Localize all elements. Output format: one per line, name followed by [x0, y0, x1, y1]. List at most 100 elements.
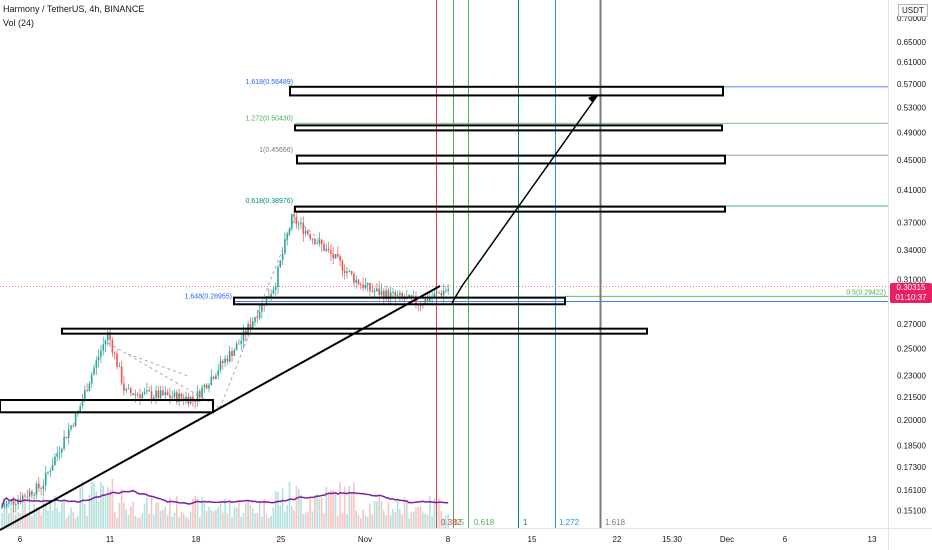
candle-body: [327, 248, 330, 251]
volume-bar: [176, 496, 178, 528]
volume-bar: [380, 501, 383, 528]
candle-body: [433, 293, 436, 298]
volume-bar: [366, 516, 369, 528]
sr-zone-box: [0, 399, 214, 414]
candle-body: [166, 392, 169, 395]
candle-body: [360, 284, 362, 286]
candle-body: [93, 367, 95, 375]
volume-bar: [327, 492, 330, 528]
candle-body: [33, 495, 35, 496]
candle-body: [445, 290, 447, 292]
candle-body: [118, 366, 121, 368]
volume-bar: [199, 517, 201, 528]
candle-body: [447, 289, 449, 291]
candle-body: [419, 305, 422, 306]
price-axis-label: 0.17300: [897, 463, 926, 472]
candle-body: [348, 270, 351, 272]
volume-bar: [56, 507, 58, 528]
volume-bar: [118, 502, 121, 528]
candle-body: [272, 289, 275, 294]
candle-body: [42, 485, 45, 490]
candle-body: [415, 296, 417, 305]
time-axis-label: 25: [277, 535, 286, 544]
volume-bar: [447, 514, 449, 528]
candle-body: [38, 483, 40, 489]
volume-bar: [314, 494, 316, 528]
volume-bar: [146, 496, 148, 528]
candle-body: [196, 391, 199, 403]
volume-bar: [51, 510, 54, 528]
volume-bar: [318, 498, 321, 528]
candle-body: [268, 296, 270, 297]
candle-body: [107, 332, 109, 341]
price-axis-label: 0.23000: [897, 371, 926, 380]
volume-bar: [93, 482, 95, 528]
volume-bar: [88, 494, 91, 528]
trend-line: [0, 285, 441, 531]
candle-body: [245, 330, 247, 335]
candle-body: [442, 290, 445, 296]
candle-body: [330, 250, 332, 254]
fib-level-label: 0.618(0.38976): [246, 198, 293, 205]
candle-body: [235, 343, 238, 350]
volume-bar: [224, 498, 226, 528]
volume-bar: [401, 514, 403, 528]
volume-bar: [150, 496, 153, 528]
volume-bar: [304, 512, 307, 528]
volume-bar: [132, 501, 134, 528]
volume-bar: [256, 512, 259, 528]
currency-button[interactable]: USDT: [898, 4, 928, 17]
volume-bar: [208, 506, 210, 528]
volume-bar: [113, 511, 116, 528]
volume-bar: [364, 515, 367, 528]
candle-body: [378, 288, 380, 295]
volume-bar: [339, 481, 341, 528]
sr-zone-box: [289, 85, 724, 97]
candle-body: [178, 393, 180, 403]
price-axis-label: 0.34000: [897, 246, 926, 255]
volume-bar: [348, 485, 351, 528]
candle-body: [256, 317, 259, 319]
candle-body: [373, 291, 376, 292]
volume-bar: [346, 514, 348, 528]
volume-label: Vol (24): [3, 18, 35, 28]
volume-bar: [81, 481, 84, 528]
volume-bar: [284, 511, 286, 528]
candle-body: [116, 353, 118, 367]
candle-body: [123, 383, 125, 391]
volume-bar: [192, 498, 194, 528]
sr-zone-box: [294, 124, 723, 132]
candle-body: [408, 294, 410, 298]
volume-bar: [445, 515, 447, 528]
candle-body: [169, 394, 171, 398]
volume-bar: [254, 513, 256, 528]
candle-body: [58, 452, 61, 454]
volume-bar: [419, 506, 422, 528]
candle-body: [35, 483, 38, 496]
volume-bar: [251, 508, 254, 528]
candle-body: [162, 390, 164, 396]
candle-body: [364, 285, 367, 289]
volume-bar: [77, 516, 79, 528]
volume-bar: [440, 510, 443, 528]
candle-body: [281, 253, 284, 261]
candle-body: [139, 394, 141, 399]
volume-bar: [162, 509, 164, 528]
volume-bar: [431, 515, 433, 528]
volume-bar: [274, 490, 277, 528]
volume-bar: [125, 508, 127, 528]
candle-body: [84, 390, 86, 400]
candle-body: [343, 270, 346, 274]
candle-body: [366, 283, 369, 286]
plot-area: [0, 0, 888, 528]
volume-bar: [369, 503, 371, 528]
volume-bar: [26, 513, 29, 528]
volume-bar: [42, 496, 45, 528]
candle-body: [277, 266, 279, 288]
volume-bar: [231, 516, 233, 528]
candle-body: [325, 248, 328, 251]
time-axis-label: 6: [18, 535, 23, 544]
volume-bar: [330, 489, 332, 528]
candle-body: [438, 292, 440, 294]
